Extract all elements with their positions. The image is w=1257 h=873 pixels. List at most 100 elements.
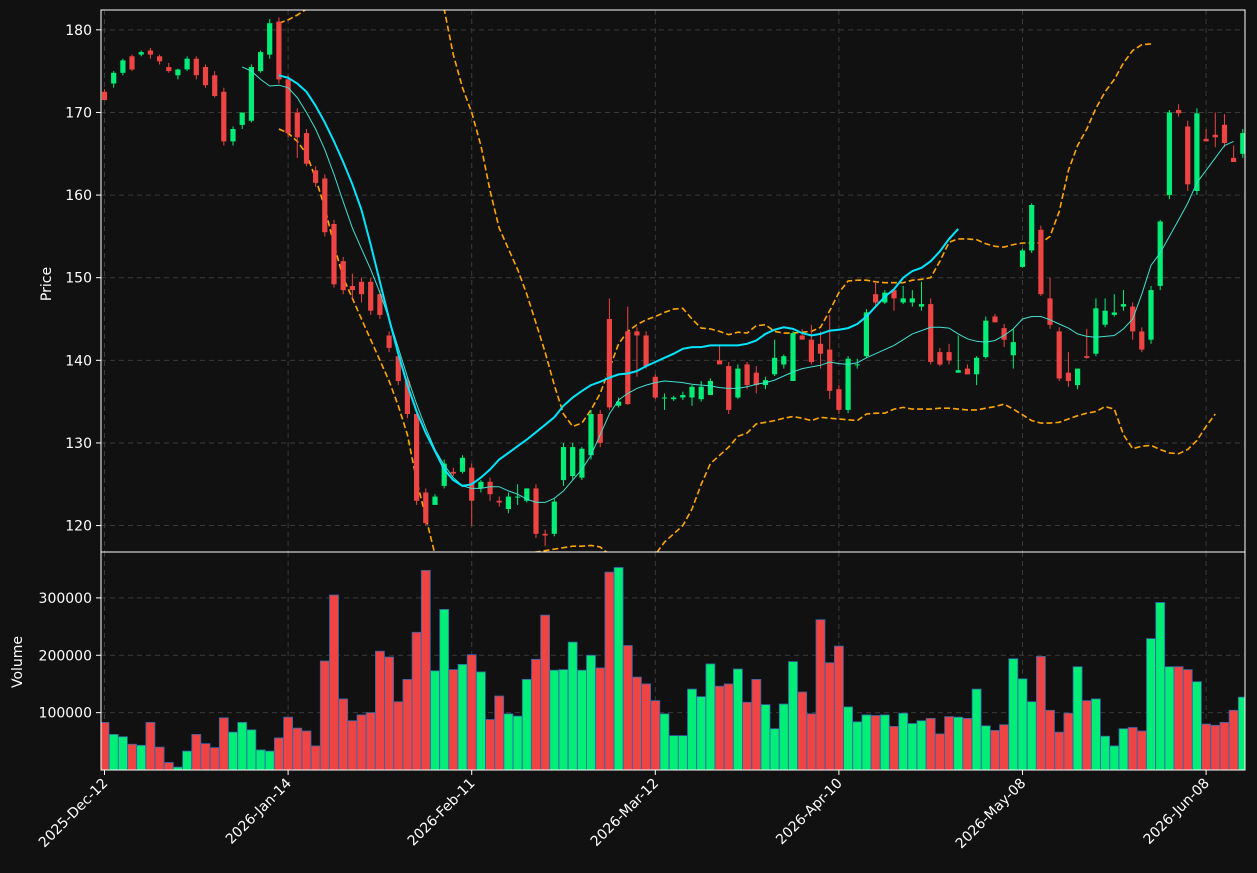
candle-body: [680, 395, 686, 398]
volume-bar: [136, 744, 147, 770]
ma-fast-line: [241, 66, 1234, 503]
candle-body: [450, 471, 456, 474]
candle-body: [918, 304, 925, 307]
volume-bar: [200, 743, 211, 770]
candle-body: [120, 60, 126, 73]
volume-bar: [191, 734, 202, 770]
candle-body: [111, 72, 117, 84]
price-tick-label: 150: [65, 271, 92, 287]
candle-body: [772, 357, 778, 375]
volume-bar: [218, 717, 229, 770]
volume-bar: [990, 730, 1000, 770]
candle-body: [1038, 229, 1044, 295]
volume-bar: [1127, 727, 1138, 770]
volume-bar: [778, 703, 789, 770]
volume-bar: [1201, 723, 1211, 770]
volume-bar: [549, 669, 560, 770]
volume-bar: [494, 695, 505, 770]
volume-bar: [182, 750, 193, 770]
candle-body: [937, 352, 943, 365]
candle-body: [487, 481, 493, 495]
ma-slow-line: [278, 74, 959, 487]
volume-bar: [1118, 728, 1129, 770]
volume-bar: [292, 727, 303, 770]
volume-bar: [1091, 698, 1101, 770]
candle-body: [873, 294, 879, 303]
volume-bar: [916, 720, 927, 770]
candle-body: [974, 357, 980, 375]
volume-bar: [319, 660, 330, 770]
candle-body: [1010, 342, 1016, 356]
candle-body: [698, 386, 704, 400]
candle-body: [478, 481, 484, 489]
volume-bar: [852, 721, 863, 770]
volume-bar: [1017, 678, 1028, 770]
candle-body: [303, 133, 310, 164]
volume-bar: [1008, 658, 1019, 770]
volume-bar: [439, 609, 450, 770]
volume-bar: [347, 720, 358, 770]
candle-body: [441, 463, 447, 486]
volume-bar: [145, 722, 156, 770]
volume-bar: [1228, 709, 1239, 770]
volume-panel-frame: [100, 551, 1246, 771]
volume-bar: [503, 713, 514, 770]
volume-bar: [898, 712, 909, 770]
bollinger-upper-line: [278, 10, 1152, 428]
volume-bar: [457, 664, 468, 770]
candle-body: [1093, 308, 1099, 354]
candle-body: [955, 370, 961, 373]
candle-body: [157, 56, 163, 62]
volume-tick-label: 100000: [39, 706, 92, 722]
candle-body: [404, 381, 410, 414]
volume-bar: [953, 716, 964, 770]
candle-body: [147, 50, 153, 55]
volume-bar: [962, 718, 973, 770]
volume-bar: [870, 715, 881, 770]
candle-body: [606, 319, 612, 408]
volume-bar: [1136, 730, 1147, 770]
volume-bar: [521, 679, 532, 770]
candle-body: [671, 397, 677, 400]
volume-bar: [723, 683, 734, 770]
candle-body: [652, 376, 658, 398]
candle-body: [597, 414, 603, 443]
candle-body: [1203, 138, 1209, 142]
volume-bar: [760, 704, 771, 770]
volume-bar: [687, 688, 697, 770]
candle-body: [1029, 205, 1035, 251]
candle-body: [946, 352, 952, 361]
candle-body: [836, 389, 842, 410]
candle-body: [1212, 134, 1218, 138]
volume-bar: [595, 667, 606, 770]
price-tick-label: 140: [65, 353, 92, 369]
volume-bar: [402, 679, 413, 770]
volume-bar: [558, 669, 569, 770]
volume-bar: [1063, 712, 1074, 770]
volume-bar: [1210, 724, 1221, 770]
candle-body: [900, 298, 906, 303]
volume-bar: [118, 736, 128, 770]
candle-body: [983, 320, 989, 358]
candle-body: [707, 381, 713, 395]
candle-body: [1120, 304, 1127, 307]
volume-bar: [806, 713, 817, 770]
volume-bar: [999, 724, 1009, 770]
candle-body: [230, 129, 236, 142]
volume-bar: [1081, 700, 1092, 770]
moving-average-lines: [241, 66, 1234, 503]
volume-bar: [668, 735, 679, 770]
volume-bar: [485, 719, 496, 770]
candle-body: [322, 178, 328, 233]
volume-bar: [1026, 701, 1037, 770]
candle-body: [459, 457, 466, 472]
price-grid: [101, 10, 1245, 552]
candle-body: [1047, 298, 1053, 325]
candle-body: [1056, 331, 1062, 379]
candle-body: [212, 75, 218, 96]
volume-axis-label: Volume: [10, 636, 26, 688]
volume-bar: [1182, 669, 1193, 770]
volume-bar: [163, 762, 174, 770]
candle-body: [808, 339, 814, 362]
volume-bar: [659, 713, 670, 770]
